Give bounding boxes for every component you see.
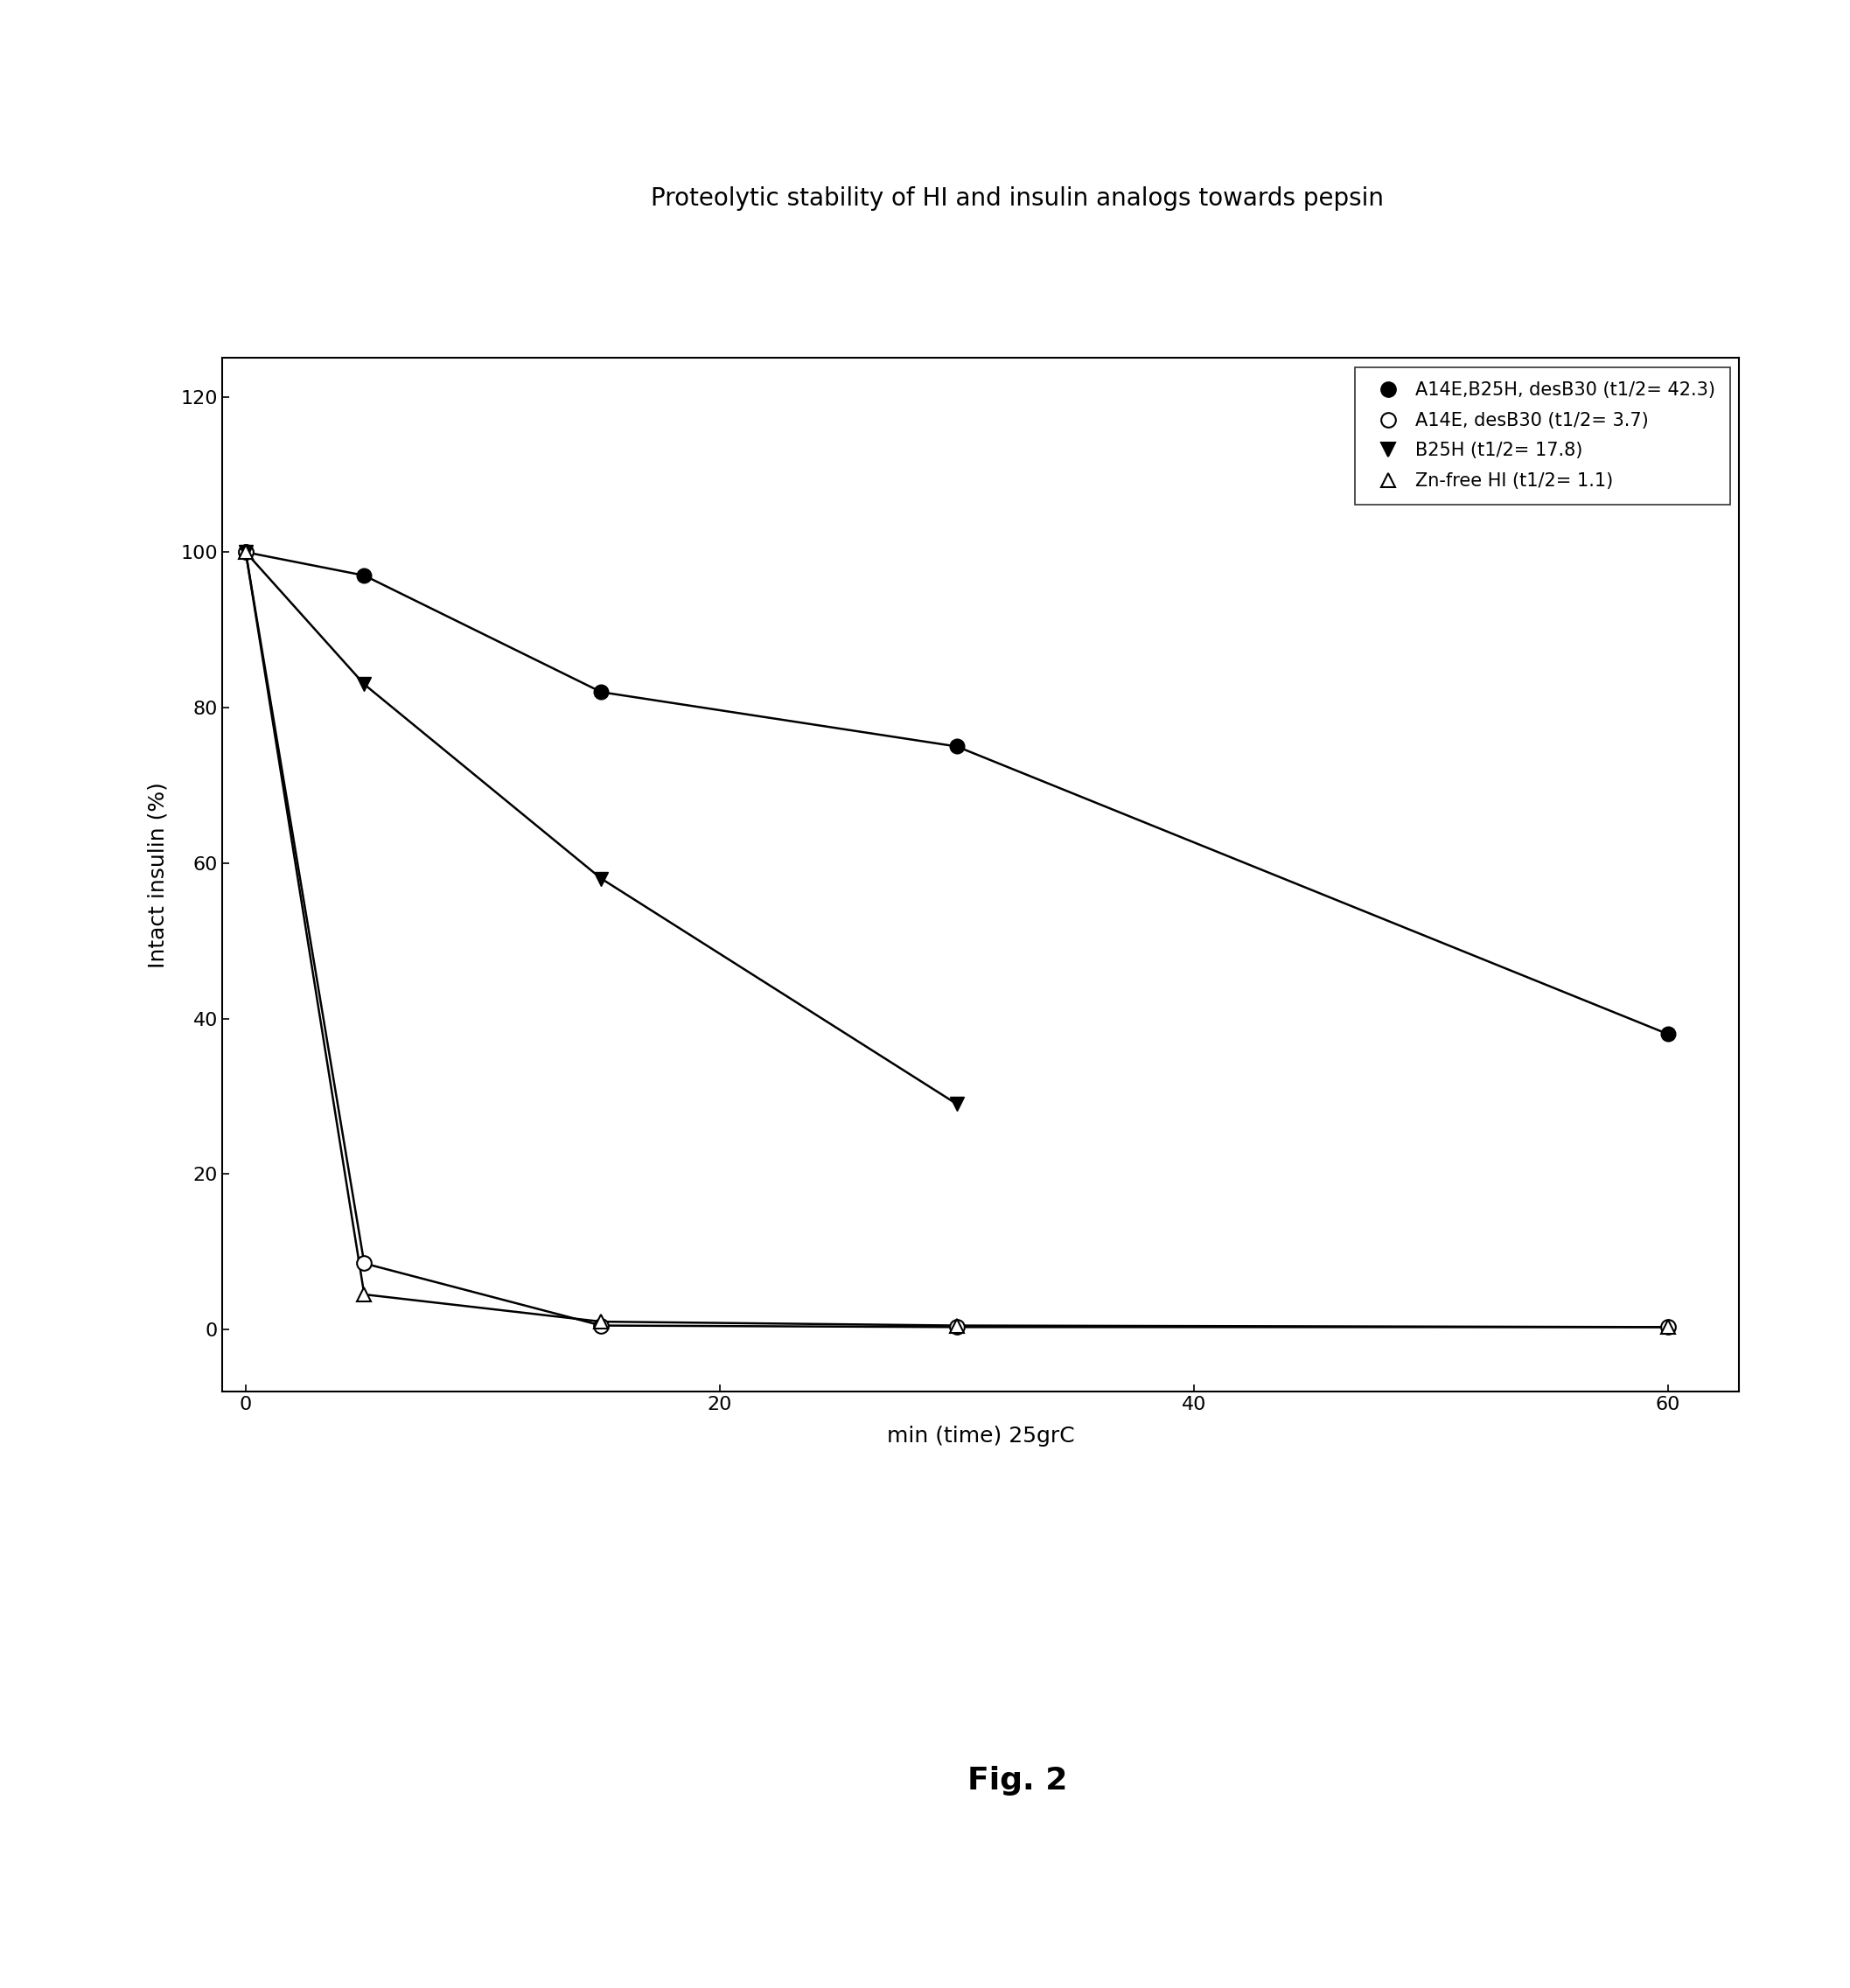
Legend: A14E,B25H, desB30 (t1/2= 42.3), A14E, desB30 (t1/2= 3.7), B25H (t1/2= 17.8), Zn-: A14E,B25H, desB30 (t1/2= 42.3), A14E, de… xyxy=(1356,368,1730,505)
Text: Fig. 2: Fig. 2 xyxy=(968,1765,1067,1795)
Text: Proteolytic stability of HI and insulin analogs towards pepsin: Proteolytic stability of HI and insulin … xyxy=(651,187,1384,211)
X-axis label: min (time) 25grC: min (time) 25grC xyxy=(886,1425,1075,1447)
Y-axis label: Intact insulin (%): Intact insulin (%) xyxy=(148,781,168,968)
